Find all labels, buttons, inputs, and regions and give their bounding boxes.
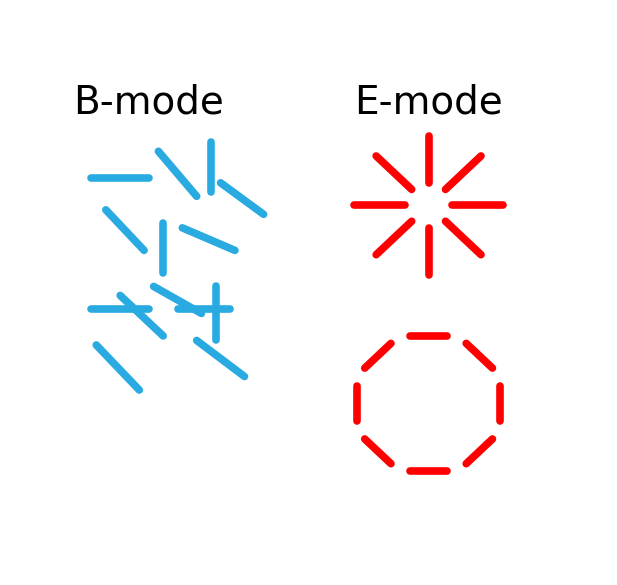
Text: E-mode: E-mode: [354, 84, 503, 122]
Text: B-mode: B-mode: [73, 84, 225, 122]
